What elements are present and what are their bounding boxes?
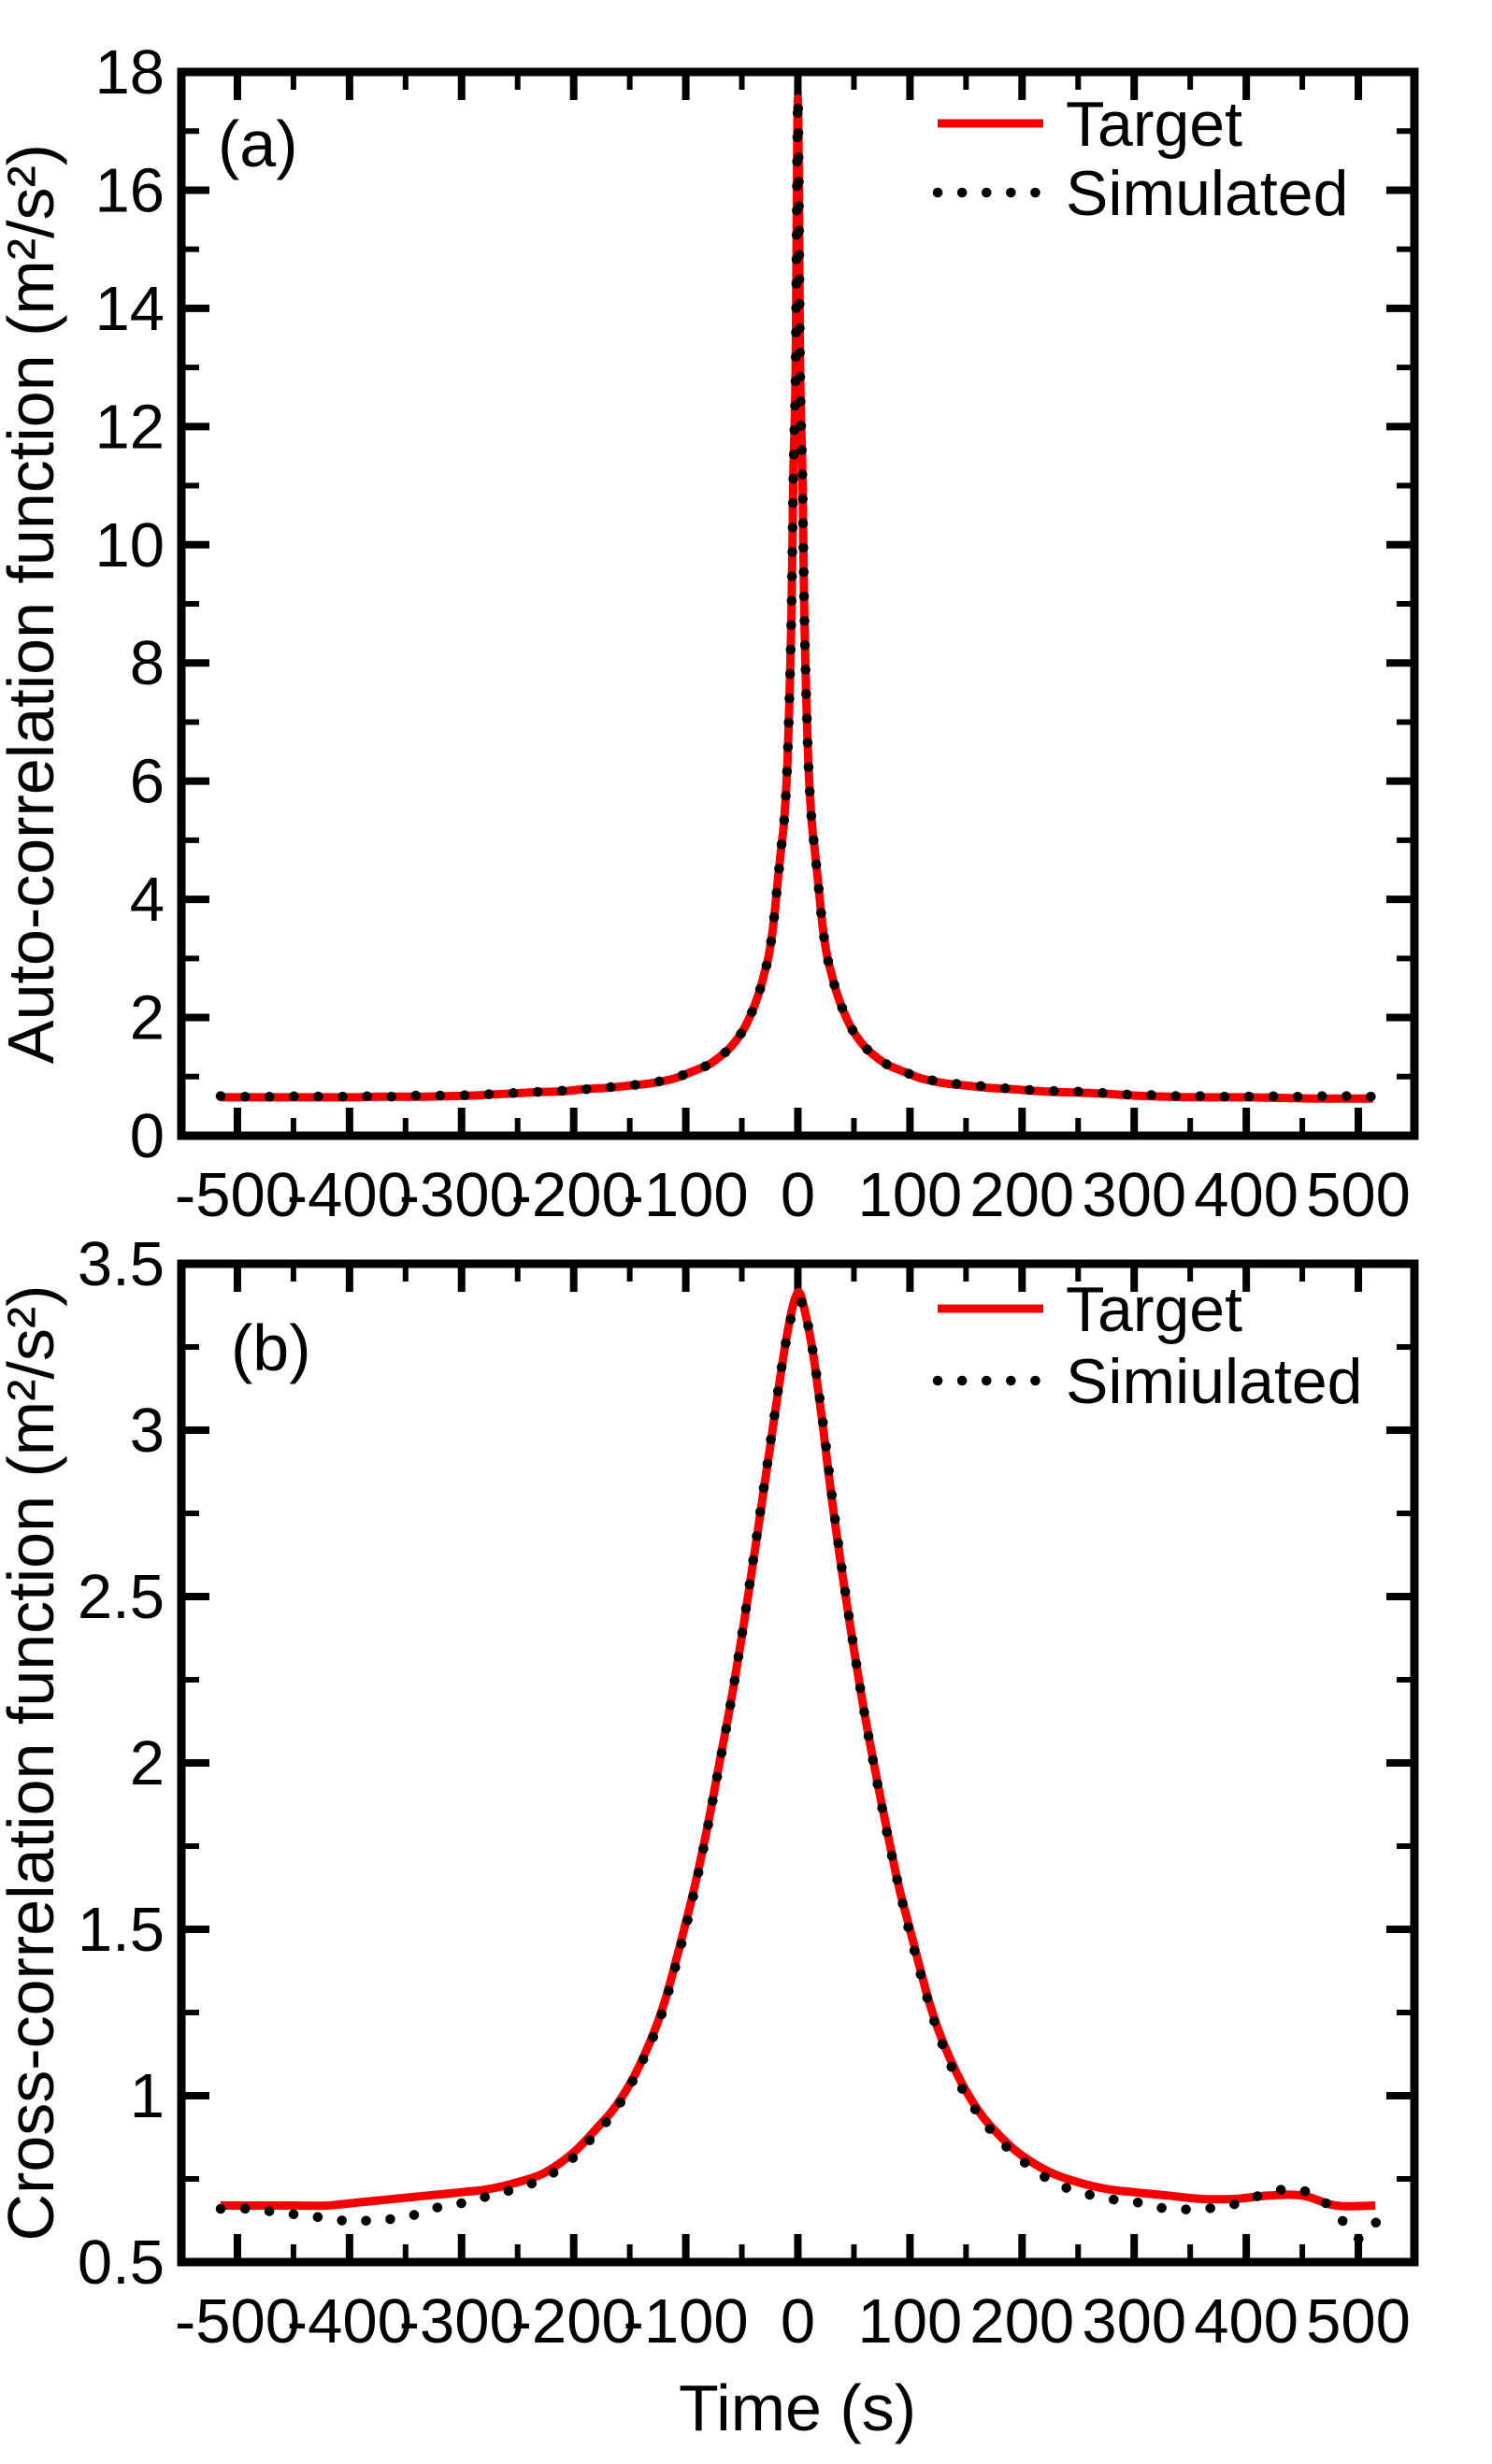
y-tick-label: 3 (130, 1396, 165, 1466)
x-tick-label: -300 (399, 1160, 524, 1230)
series-dotted-b (215, 1296, 1382, 2244)
x-tick-label: -200 (511, 2286, 637, 2357)
x-tick-label: 500 (1306, 2286, 1411, 2357)
y-tick-label: 1.5 (78, 1895, 165, 1965)
series-solid-b (219, 1287, 1377, 2211)
y-tick-label: 1 (130, 2061, 165, 2131)
x-tick-label: -500 (175, 1160, 300, 1230)
y-tick-label: 12 (94, 392, 165, 462)
y-tick-label: 0 (130, 1101, 165, 1171)
legend-a-simulated-label: Simulated (1066, 158, 1348, 229)
x-tick-label: -500 (175, 2286, 300, 2357)
x-tick-label: 100 (858, 1160, 963, 1230)
x-tick-label: -400 (287, 1160, 412, 1230)
x-tick-label: -200 (511, 1160, 637, 1230)
y-tick-label: 2.5 (78, 1562, 165, 1632)
x-tick-label: -400 (287, 2286, 412, 2357)
plot-box (177, 1259, 1419, 2267)
series-solid-a (220, 93, 1376, 1103)
series-dotted-a (215, 93, 1382, 1102)
y-tick-label: 18 (94, 37, 165, 107)
x-tick-label: 0 (781, 2286, 815, 2357)
x-tick-label: 0 (781, 1160, 815, 1230)
x-tick-label: -300 (399, 2286, 524, 2357)
y-tick-label: 14 (94, 274, 165, 344)
x-tick-label: 300 (1082, 2286, 1186, 2357)
plot-box (177, 67, 1419, 1140)
x-tick-label: 200 (969, 2286, 1074, 2357)
x-axis-title: Time (s) (679, 2371, 916, 2444)
y-tick-label: 6 (130, 747, 165, 817)
y-tick-label: 8 (130, 628, 165, 698)
x-tick-label: 200 (969, 1160, 1074, 1230)
x-tick-label: 300 (1082, 1160, 1186, 1230)
panel-a-label: (a) (218, 107, 298, 180)
y-tick-label: 2 (130, 983, 165, 1053)
panel-b-y-axis-title: Cross-correlation function (m²/s²) (0, 1285, 67, 2242)
generated-chart-layer: -500-400-300-200-100 0 100 200 300 400 5000246… (78, 37, 1419, 2357)
legend-b-simulated-label: Simiulated (1066, 1346, 1363, 1417)
y-tick-label: 3.5 (78, 1229, 165, 1299)
y-tick-label: 2 (130, 1728, 165, 1798)
panel-b-label: (b) (231, 1311, 311, 1384)
x-tick-label: 400 (1194, 2286, 1298, 2357)
legend-b-target-label: Target (1066, 1274, 1242, 1345)
panel-a-y-axis-title: Auto-correlation function (m²/s²) (0, 144, 67, 1064)
legend-a-target-label: Target (1066, 89, 1242, 160)
x-tick-label: 500 (1306, 1160, 1411, 1230)
y-tick-label: 10 (94, 510, 165, 580)
x-tick-label: 100 (858, 2286, 963, 2357)
y-tick-label: 16 (94, 155, 165, 225)
x-tick-label: -100 (624, 2286, 749, 2357)
y-tick-label: 4 (130, 865, 165, 935)
y-tick-label: 0.5 (78, 2228, 165, 2298)
x-tick-label: 400 (1194, 1160, 1298, 1230)
x-tick-label: -100 (624, 1160, 749, 1230)
